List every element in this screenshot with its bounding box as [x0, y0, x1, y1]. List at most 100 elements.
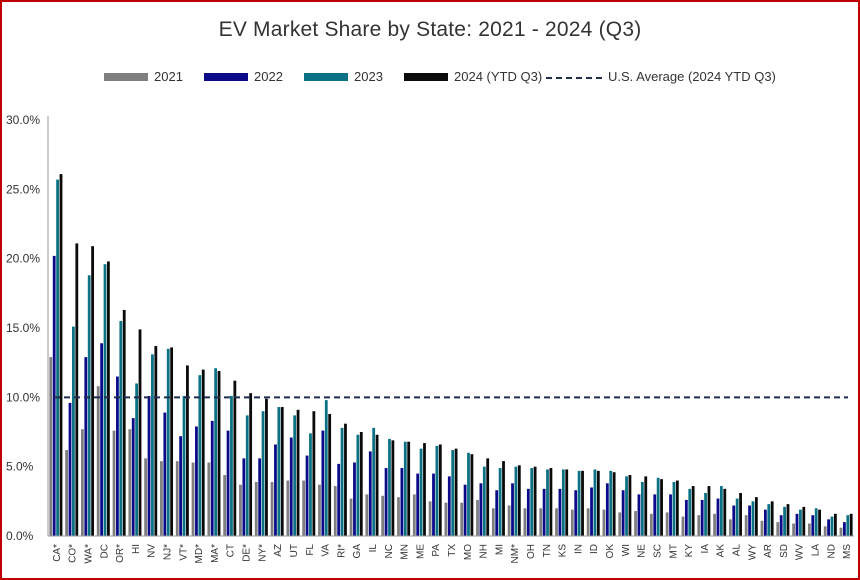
- x-tick-label: MD*: [194, 544, 205, 564]
- bar-2022-SD: [779, 515, 783, 536]
- bar-2023-FL: [309, 433, 312, 536]
- x-tick-label: OK: [605, 544, 616, 559]
- bar-2022-NV: [147, 395, 151, 536]
- bar-2021-NC: [381, 495, 385, 536]
- x-tick-label: ID: [589, 544, 600, 554]
- bar-2022-NM: [511, 483, 514, 536]
- bar-2021-WV: [792, 523, 795, 536]
- bar-2021-GA: [349, 498, 353, 536]
- bar-2021-MI: [491, 508, 495, 536]
- y-tick-label: 20.0%: [6, 252, 40, 266]
- x-tick-label: HI: [131, 544, 142, 554]
- x-tick-label: NM*: [510, 544, 521, 564]
- bar-2021-NY: [254, 481, 258, 536]
- bar-2023-WI: [625, 476, 628, 536]
- bar-2023-LA: [814, 508, 818, 536]
- bar-2023-GA: [356, 434, 360, 536]
- legend-label-2023: 2023: [354, 69, 383, 84]
- bar-2021-NM: [507, 505, 511, 536]
- bar-2023-ID: [593, 469, 597, 536]
- bar-2023-IL: [372, 427, 376, 536]
- bar-2021-AZ: [270, 481, 274, 536]
- bar-2024-OH: [533, 466, 537, 536]
- bar-2021-SC: [649, 513, 653, 536]
- legend-swatch-2021: [104, 73, 148, 81]
- bar-2024-NM: [517, 465, 521, 536]
- bar-2023-NV: [151, 354, 154, 536]
- bar-2021-SD: [776, 522, 780, 536]
- bar-2022-ID: [590, 487, 593, 536]
- bar-2022-ME: [416, 473, 420, 536]
- bar-2021-DC: [96, 386, 100, 536]
- bar-2024-NH: [486, 458, 490, 536]
- legend-label-2024: 2024 (YTD Q3): [454, 69, 543, 84]
- bar-2024-HI: [138, 329, 142, 536]
- bar-2021-CT: [223, 474, 227, 536]
- x-tick-label: SC: [652, 544, 663, 558]
- bar-2022-CO: [68, 402, 72, 536]
- bar-2022-MD: [195, 426, 198, 536]
- y-tick-label: 5.0%: [6, 460, 34, 474]
- x-tick-label: MI: [494, 544, 505, 555]
- bar-2022-SC: [653, 494, 657, 536]
- x-tick-label: SD: [779, 544, 790, 558]
- x-tick-label: VT*: [178, 544, 189, 561]
- x-tick-label: MN: [400, 544, 411, 560]
- x-tick-label: VA: [321, 544, 332, 557]
- x-tick-label: WV: [795, 544, 806, 560]
- legend-label-us-average: U.S. Average (2024 YTD Q3): [608, 69, 776, 84]
- bar-2022-AZ: [274, 444, 277, 536]
- bar-2024-CT: [233, 380, 237, 536]
- x-tick-label: AL: [731, 544, 742, 557]
- bar-2024-DC: [107, 261, 110, 536]
- bar-2022-DC: [100, 343, 104, 536]
- legend-dash-us-average: [546, 77, 602, 79]
- bar-2022-AK: [716, 498, 720, 536]
- bar-2024-AR: [770, 501, 774, 536]
- bar-2021-VA: [318, 484, 321, 536]
- bar-2022-DE: [242, 458, 246, 536]
- bar-2023-MA: [214, 368, 218, 536]
- bar-2022-MN: [400, 468, 404, 536]
- bar-2022-RI: [337, 463, 341, 536]
- bar-2024-IA: [707, 486, 711, 536]
- x-tick-label: WA*: [84, 544, 95, 564]
- x-tick-label: IA: [700, 544, 711, 554]
- bar-2024-WV: [802, 506, 806, 536]
- bar-2023-IN: [577, 470, 581, 536]
- x-tick-label: NY*: [257, 544, 268, 562]
- bar-2021-NH: [476, 499, 479, 536]
- bar-2023-MD: [198, 375, 202, 536]
- chart-title: EV Market Share by State: 2021 - 2024 (Q…: [218, 18, 642, 41]
- bar-2024-MA: [217, 370, 221, 536]
- bar-2024-PA: [438, 444, 442, 536]
- bar-2024-GA: [359, 432, 363, 536]
- bar-2021-MO: [460, 502, 464, 536]
- bar-2021-TN: [539, 508, 543, 536]
- x-tick-label: AK: [716, 544, 727, 558]
- bar-2021-UT: [286, 480, 290, 536]
- bar-2024-ID: [596, 470, 600, 536]
- bar-2021-MD: [191, 462, 195, 536]
- bar-2023-DC: [103, 264, 107, 536]
- bar-2023-MT: [672, 481, 676, 536]
- bar-2024-DE: [249, 393, 253, 536]
- legend-label-2021: 2021: [154, 69, 183, 84]
- bar-2022-OR: [116, 376, 119, 536]
- bar-2023-NH: [482, 466, 486, 536]
- x-tick-label: AR: [763, 544, 774, 558]
- bar-2023-OH: [530, 468, 534, 536]
- x-tick-label: KS: [558, 544, 569, 558]
- bar-2021-NV: [144, 458, 148, 536]
- bar-2024-NV: [154, 346, 158, 536]
- bar-2021-AL: [728, 519, 732, 536]
- x-tick-label: WY: [747, 544, 758, 560]
- bar-2022-HI: [131, 418, 135, 536]
- bar-2023-WV: [798, 509, 802, 536]
- bar-2022-MT: [669, 494, 672, 536]
- bar-2023-TX: [451, 450, 455, 536]
- bar-2023-ND: [830, 516, 834, 536]
- bar-2022-MO: [463, 484, 467, 536]
- bar-2024-LA: [818, 509, 821, 536]
